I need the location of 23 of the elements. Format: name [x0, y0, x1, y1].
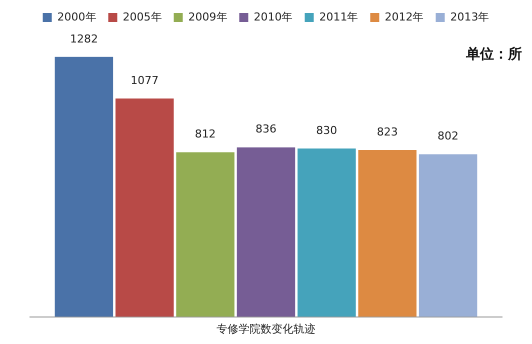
data-label: 802 [438, 130, 459, 143]
bar [54, 56, 114, 317]
annotation: 单位：所 [465, 46, 522, 63]
bar [298, 148, 356, 317]
bar [236, 147, 296, 317]
bar [176, 152, 234, 317]
data-label: 1282 [70, 32, 98, 46]
data-label: 812 [194, 128, 216, 141]
legend-label: 2013年 [450, 10, 490, 24]
legend-label: 2005年 [122, 10, 162, 24]
data-label: 836 [256, 122, 276, 136]
legend-label: 2009年 [188, 10, 228, 24]
bar [116, 98, 174, 317]
x-axis-title: 专修学院数变化轨迹 [216, 322, 316, 336]
data-label: 823 [376, 125, 398, 138]
legend-label: 2000年 [57, 10, 96, 24]
bar [418, 154, 478, 317]
data-label: 1077 [130, 74, 159, 87]
data-label: 830 [316, 124, 338, 137]
bar [358, 150, 416, 317]
legend-label: 2012年 [384, 10, 424, 24]
legend-label: 2010年 [254, 10, 293, 24]
legend-label: 2011年 [319, 10, 358, 24]
